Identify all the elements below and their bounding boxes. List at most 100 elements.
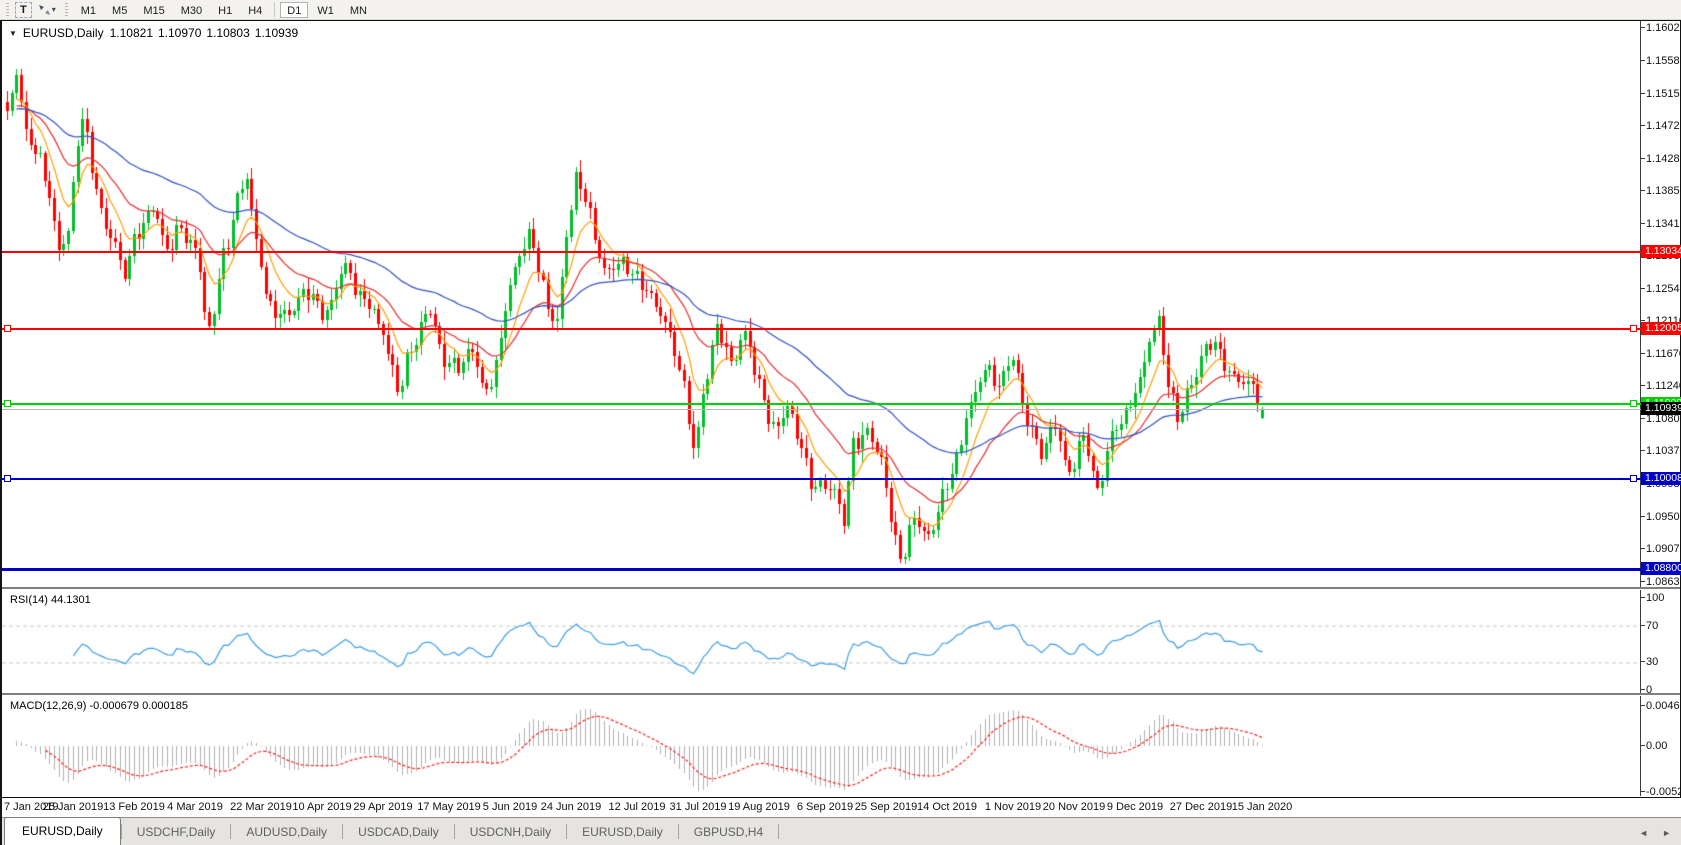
- toolbar-grip[interactable]: [64, 2, 68, 17]
- arrow-tool-button[interactable]: ▾: [35, 4, 59, 16]
- timeframe-button-h4[interactable]: H4: [248, 4, 263, 17]
- date-tick: 22 Mar 2019: [230, 801, 292, 813]
- price-line-label: 1.13034: [1641, 245, 1681, 258]
- rsi-pane: RSI(14) 44.1301 100 70 30 0: [2, 590, 1680, 696]
- macd-tick: -0.00529: [1641, 786, 1681, 798]
- line-handle[interactable]: [1630, 400, 1637, 407]
- timeframe-button-m15[interactable]: M15: [143, 4, 165, 17]
- timeframe-button-mn[interactable]: MN: [349, 4, 367, 17]
- chart-window: ▼ EURUSD,Daily 1.10821 1.10970 1.10803 1…: [2, 20, 1681, 798]
- tab-scroll-buttons: ◄ ►: [1639, 828, 1671, 838]
- chart-tab-eurusd-daily[interactable]: EURUSD,Daily: [4, 817, 121, 845]
- line-handle[interactable]: [4, 400, 11, 407]
- date-tick: 15 Jan 2020: [1231, 801, 1293, 813]
- tab-divider: [120, 824, 122, 839]
- macd-canvas[interactable]: [2, 696, 1642, 796]
- macd-tick: 0.00463: [1641, 700, 1681, 712]
- rsi-label: RSI(14) 44.1301: [10, 594, 91, 606]
- price-axis[interactable]: 1.16020 1.15580 1.15150 1.14720 1.14280 1.138…: [1640, 21, 1681, 588]
- timeframe-button-h1[interactable]: H1: [218, 4, 233, 17]
- horizontal-line-1.13034[interactable]: [2, 251, 1642, 253]
- date-tick: 1 Nov 2019: [984, 801, 1042, 813]
- price-tick: 1.12540: [1641, 283, 1681, 295]
- macd-pane: MACD(12,26,9) -0.000679 0.000185 0.00463…: [2, 696, 1681, 798]
- price-chart-canvas[interactable]: [2, 21, 1642, 587]
- rsi-axis[interactable]: 100 70 30 0: [1640, 590, 1680, 696]
- date-tick: 10 Apr 2019: [292, 801, 352, 813]
- chart-tab-usdcad-daily[interactable]: USDCAD,Daily: [358, 825, 439, 839]
- date-tick: 14 Oct 2019: [917, 801, 977, 813]
- date-tick: 17 May 2019: [417, 801, 481, 813]
- price-tick: 1.11240: [1641, 380, 1681, 392]
- date-tick: 6 Sep 2019: [796, 801, 854, 813]
- pane-separator[interactable]: [2, 693, 1680, 696]
- timeframe-button-d1[interactable]: D1: [280, 1, 309, 18]
- price-pane: ▼ EURUSD,Daily 1.10821 1.10970 1.10803 1…: [2, 21, 1681, 588]
- text-tool-button[interactable]: T: [15, 1, 32, 18]
- horizontal-line-1.10008[interactable]: [2, 478, 1642, 480]
- price-line-label: 1.08800: [1641, 562, 1681, 575]
- timeframe-group: M1 M5 M15 M30 H1 H4 D1 W1 MN: [74, 1, 374, 18]
- horizontal-line-1.11009[interactable]: [2, 403, 1642, 405]
- rsi-canvas[interactable]: [2, 590, 1642, 693]
- date-tick: 25 Jan 2019: [42, 801, 104, 813]
- chart-title[interactable]: ▼ EURUSD,Daily 1.10821 1.10970 1.10803 1…: [9, 26, 298, 40]
- line-handle[interactable]: [4, 475, 11, 482]
- timeframe-button-m5[interactable]: M5: [112, 4, 128, 17]
- timeframe-button-m1[interactable]: M1: [80, 4, 97, 17]
- chart-tab-audusd-daily[interactable]: AUDUSD,Daily: [246, 825, 328, 839]
- tab-scroll-left-icon[interactable]: ◄: [1639, 828, 1649, 838]
- pane-separator[interactable]: [2, 587, 1680, 590]
- date-tick: 31 Jul 2019: [669, 801, 727, 813]
- price-tick: 1.16020: [1641, 22, 1681, 34]
- rsi-tick: 0: [1641, 684, 1652, 696]
- rsi-tick: 100: [1641, 592, 1664, 604]
- macd-axis[interactable]: 0.00463 0.00 -0.00529: [1640, 696, 1681, 798]
- low-value: 1.10803: [206, 26, 250, 40]
- horizontal-line-1.12005[interactable]: [2, 328, 1642, 330]
- horizontal-line-1.08800[interactable]: [2, 568, 1642, 571]
- chart-dropdown-icon[interactable]: ▼: [9, 28, 17, 38]
- line-handle[interactable]: [1630, 325, 1637, 332]
- date-tick: 29 Apr 2019: [353, 801, 413, 813]
- date-tick: 4 Mar 2019: [167, 801, 223, 813]
- tab-divider: [453, 824, 455, 839]
- price-tick: 1.11670: [1641, 348, 1681, 360]
- chart-tab-bar: EURUSD,Daily USDCHF,Daily AUDUSD,Daily USDC…: [2, 817, 1681, 845]
- price-tick: 1.10800: [1641, 413, 1681, 425]
- tab-divider: [566, 824, 568, 839]
- macd-tick: 0.00: [1641, 740, 1667, 752]
- timeframe-button-w1[interactable]: W1: [317, 4, 334, 17]
- tab-divider: [778, 824, 780, 839]
- date-tick: 5 Jun 2019: [482, 801, 538, 813]
- current-price-label: 1.10939: [1641, 402, 1681, 415]
- price-tick: 1.09070: [1641, 543, 1681, 555]
- ohlc-readout: 1.10821 1.10970 1.10803 1.10939: [110, 26, 299, 40]
- date-tick: 27 Dec 2019: [1169, 801, 1233, 813]
- date-tick: 24 Jun 2019: [540, 801, 602, 813]
- chart-tab-usdcnh-daily[interactable]: USDCNH,Daily: [469, 825, 552, 839]
- chevron-down-icon: ▾: [51, 5, 56, 14]
- price-tick: 1.15580: [1641, 55, 1681, 67]
- price-tick: 1.14720: [1641, 120, 1681, 132]
- chart-tab-usdchf-daily[interactable]: USDCHF,Daily: [136, 825, 216, 839]
- toolbar-grip[interactable]: [6, 2, 9, 17]
- line-handle[interactable]: [1630, 475, 1637, 482]
- tab-scroll-right-icon[interactable]: ►: [1662, 828, 1671, 838]
- price-line-label: 1.12005: [1641, 322, 1681, 335]
- date-axis[interactable]: 7 Jan 2019 25 Jan 2019 13 Feb 2019 4 Mar 20…: [2, 798, 1681, 817]
- rsi-tick: 70: [1641, 620, 1658, 632]
- chart-tab-eurusd-daily[interactable]: EURUSD,Daily: [582, 825, 663, 839]
- date-tick: 9 Dec 2019: [1106, 801, 1164, 813]
- price-tick: 1.14280: [1641, 153, 1681, 165]
- price-tick: 1.13850: [1641, 185, 1681, 197]
- top-toolbar: T ▾ M1 M5 M15 M30 H1 H4 D1 W1 MN: [0, 0, 1681, 20]
- timeframe-button-m30[interactable]: M30: [180, 4, 203, 17]
- tab-divider: [677, 824, 679, 839]
- line-handle[interactable]: [4, 325, 11, 332]
- price-line-label: 1.10008: [1641, 472, 1681, 485]
- open-value: 1.10821: [109, 26, 153, 40]
- price-tick: 1.15150: [1641, 88, 1681, 100]
- price-tick: 1.13410: [1641, 218, 1681, 230]
- chart-tab-gbpusd-h4[interactable]: GBPUSD,H4: [693, 825, 764, 839]
